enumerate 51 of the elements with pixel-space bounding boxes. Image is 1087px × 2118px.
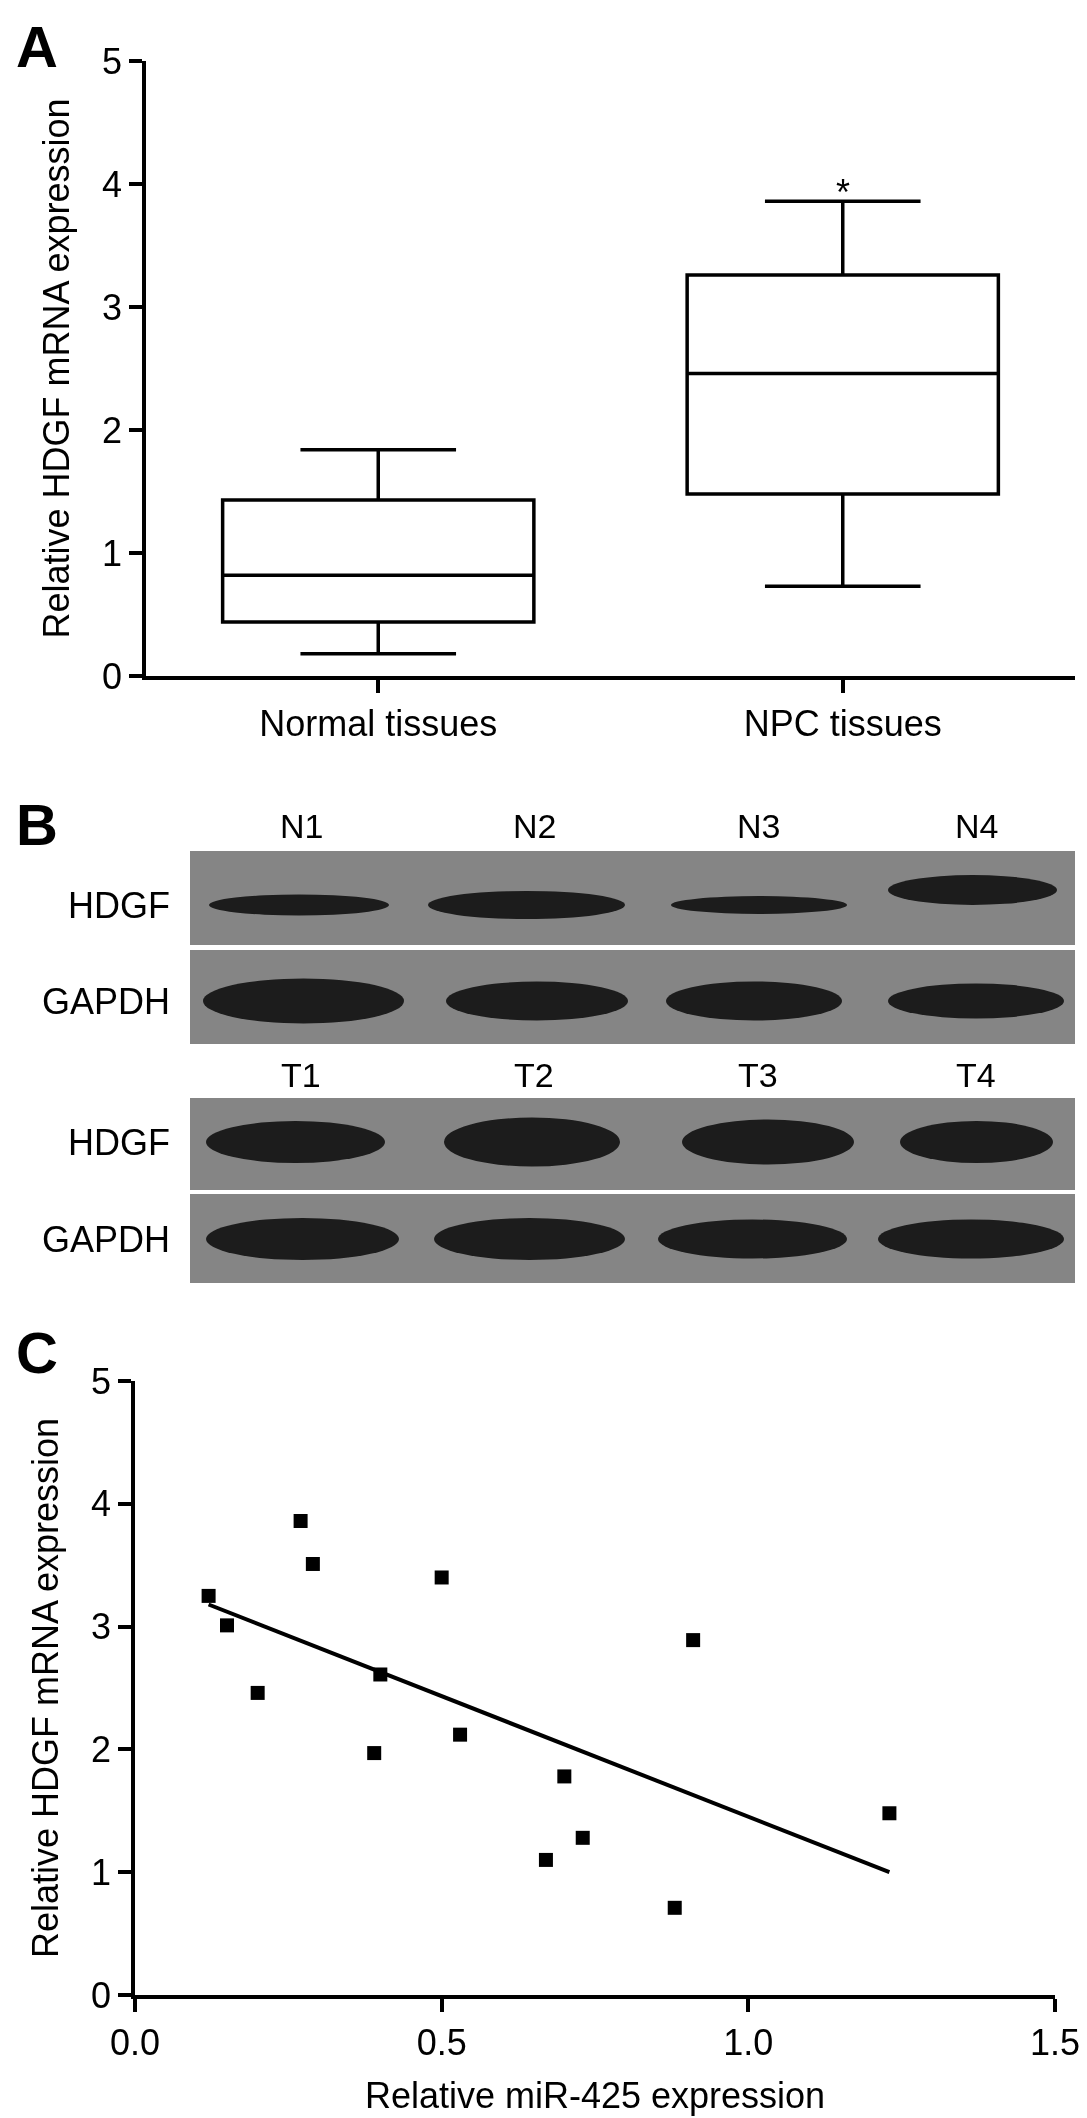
point xyxy=(667,1900,682,1915)
y-tick-label: 2 xyxy=(102,409,123,451)
text: GAPDH xyxy=(42,1219,171,1260)
y-tick-label: 0 xyxy=(102,655,123,697)
point xyxy=(434,1570,449,1585)
text: B xyxy=(16,792,58,857)
y-tick-label: 5 xyxy=(102,40,123,82)
annotation: * xyxy=(836,172,851,213)
point xyxy=(220,1618,234,1633)
text: T2 xyxy=(514,1056,554,1094)
text: HDGF xyxy=(68,1122,170,1163)
x-axis-title: Relative miR-425 expression xyxy=(364,2075,826,2117)
y-tick-label: 0 xyxy=(91,1974,112,2016)
x-tick-label: NPC tissues xyxy=(743,702,942,744)
text: T1 xyxy=(281,1056,321,1094)
y-axis-title: Relative HDGF mRNA expression xyxy=(25,1417,67,1959)
text: T4 xyxy=(956,1056,996,1094)
point xyxy=(250,1685,265,1700)
chart-title: A xyxy=(16,14,58,79)
y-tick-label: 3 xyxy=(91,1606,112,1648)
y-tick-label: 4 xyxy=(102,163,123,205)
x-tick-label: 1.0 xyxy=(723,2021,774,2063)
text: N3 xyxy=(737,807,781,845)
point xyxy=(453,1727,468,1742)
point xyxy=(557,1769,572,1784)
y-tick-label: 4 xyxy=(91,1483,112,1525)
text: GAPDH xyxy=(42,981,171,1022)
point xyxy=(538,1852,553,1867)
x-tick-label: 0.5 xyxy=(416,2021,467,2063)
x-tick-label: Normal tissues xyxy=(259,702,498,744)
point xyxy=(201,1588,216,1603)
x-tick-label: 0.0 xyxy=(109,2021,161,2063)
chart-title: C xyxy=(16,1320,58,1385)
text: N2 xyxy=(513,807,557,845)
text: N4 xyxy=(955,807,999,845)
text: N1 xyxy=(280,807,324,845)
y-tick-label: 1 xyxy=(91,1851,112,1893)
point xyxy=(293,1513,308,1528)
y-tick-label: 5 xyxy=(91,1360,112,1402)
y-tick-label: 1 xyxy=(102,532,123,574)
x-tick-label: 1.5 xyxy=(1029,2021,1081,2063)
point xyxy=(686,1633,701,1648)
point xyxy=(305,1556,320,1571)
point xyxy=(575,1830,590,1845)
text: T3 xyxy=(738,1056,778,1094)
point xyxy=(882,1806,897,1821)
y-tick-label: 3 xyxy=(102,286,123,328)
y-axis-title: Relative HDGF mRNA expression xyxy=(36,98,78,639)
y-tick-label: 2 xyxy=(91,1729,112,1770)
text: HDGF xyxy=(68,885,170,926)
point xyxy=(367,1746,382,1761)
